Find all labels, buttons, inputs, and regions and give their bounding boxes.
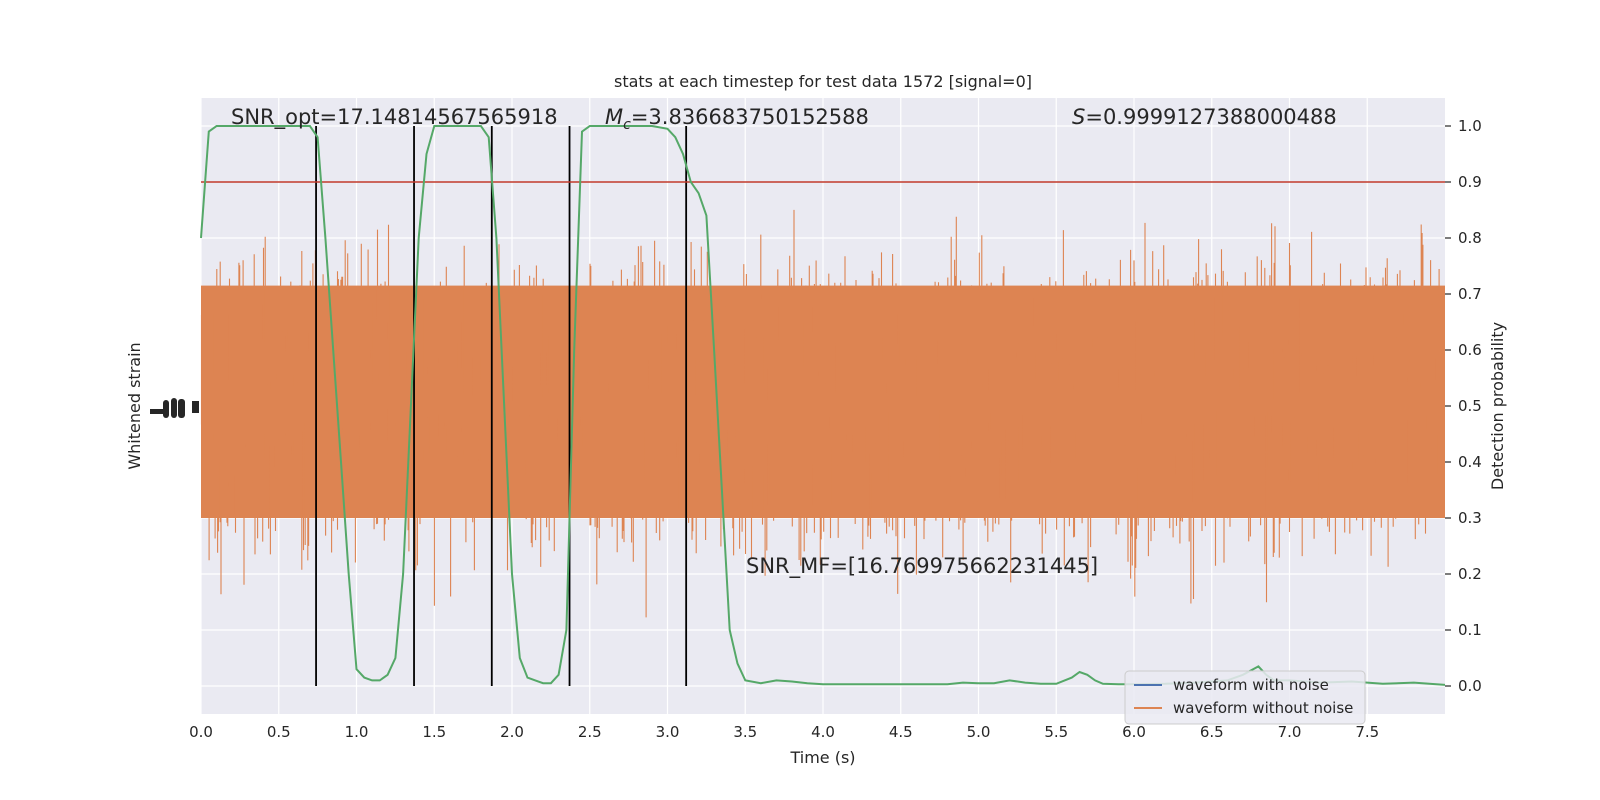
x-tick-label: 0.0 [189,723,213,741]
detection-probability-line [200,125,1446,686]
x-tick-label: 3.0 [656,723,680,741]
y-tick-label: 0.5 [1458,397,1482,415]
s-symbol: S [1072,105,1085,129]
y-tick-label: 0.4 [1458,453,1482,471]
snr-mf-annotation: SNR_MF=[16.769975662231445] [746,554,1098,579]
snr-opt-annotation: SNR_opt=17.14814567565918 [231,105,558,130]
x-tick-label: 7.5 [1355,723,1379,741]
s-value: =0.9999127388000488 [1085,105,1336,129]
x-tick-label: 4.0 [811,723,835,741]
y-tick-label: 0.0 [1458,677,1482,695]
s-annotation: S=0.9999127388000488 [1072,105,1337,129]
y-axis-right-label: Detection probability [1488,322,1507,490]
x-tick-label: 5.5 [1044,723,1068,741]
legend-box [1124,670,1366,725]
y-tick-label: 0.8 [1458,229,1482,247]
x-tick-label: 6.5 [1200,723,1224,741]
x-tick-label: 2.0 [500,723,524,741]
chirp-mass-subscript: c [623,117,631,133]
chirp-mass-value: =3.836683750152588 [631,105,869,129]
x-tick-label: 7.0 [1278,723,1302,741]
y-tick-label: 0.1 [1458,621,1482,639]
y-tick-label: 0.6 [1458,341,1482,359]
x-tick-label: 1.0 [345,723,369,741]
y-tick-label: 0.7 [1458,285,1482,303]
y-axis-right-ticks: 0.0 0.1 0.2 0.3 0.4 0.5 0.6 0.7 0.8 0.9 1.0 [1445,117,1482,695]
y-tick-label: 0.2 [1458,565,1482,583]
chirp-mass-annotation: Mc=3.836683750152588 [605,105,869,133]
legend-label-without-noise: waveform without noise [1173,699,1353,717]
x-tick-label: 1.5 [422,723,446,741]
strain-path [200,209,1444,618]
y-tick-label: 0.3 [1458,509,1482,527]
x-tick-label: 5.0 [967,723,991,741]
x-tick-label: 0.5 [267,723,291,741]
legend: waveform with noise waveform without noi… [1124,670,1366,725]
x-axis-ticks: 0.0 0.5 1.0 1.5 2.0 2.5 3.0 3.5 4.0 4.5 5.0 5.5 6.0 6… [189,723,1379,741]
y-axis-left-label: Whitened strain [125,342,144,469]
x-axis-label: Time (s) [789,748,855,767]
chirp-mass-symbol: M [605,105,623,129]
x-tick-label: 2.5 [578,723,602,741]
signal-marker-lines [315,126,688,686]
x-tick-label: 4.5 [889,723,913,741]
left-axis-overlapping-ticklabels [150,398,199,418]
y-tick-label: 0.9 [1458,173,1482,191]
legend-label-with-noise: waveform with noise [1173,676,1329,694]
y-tick-label: 1.0 [1458,117,1482,135]
x-tick-label: 3.5 [733,723,757,741]
chart-title: stats at each timestep for test data 157… [614,72,1032,91]
x-tick-label: 6.0 [1122,723,1146,741]
